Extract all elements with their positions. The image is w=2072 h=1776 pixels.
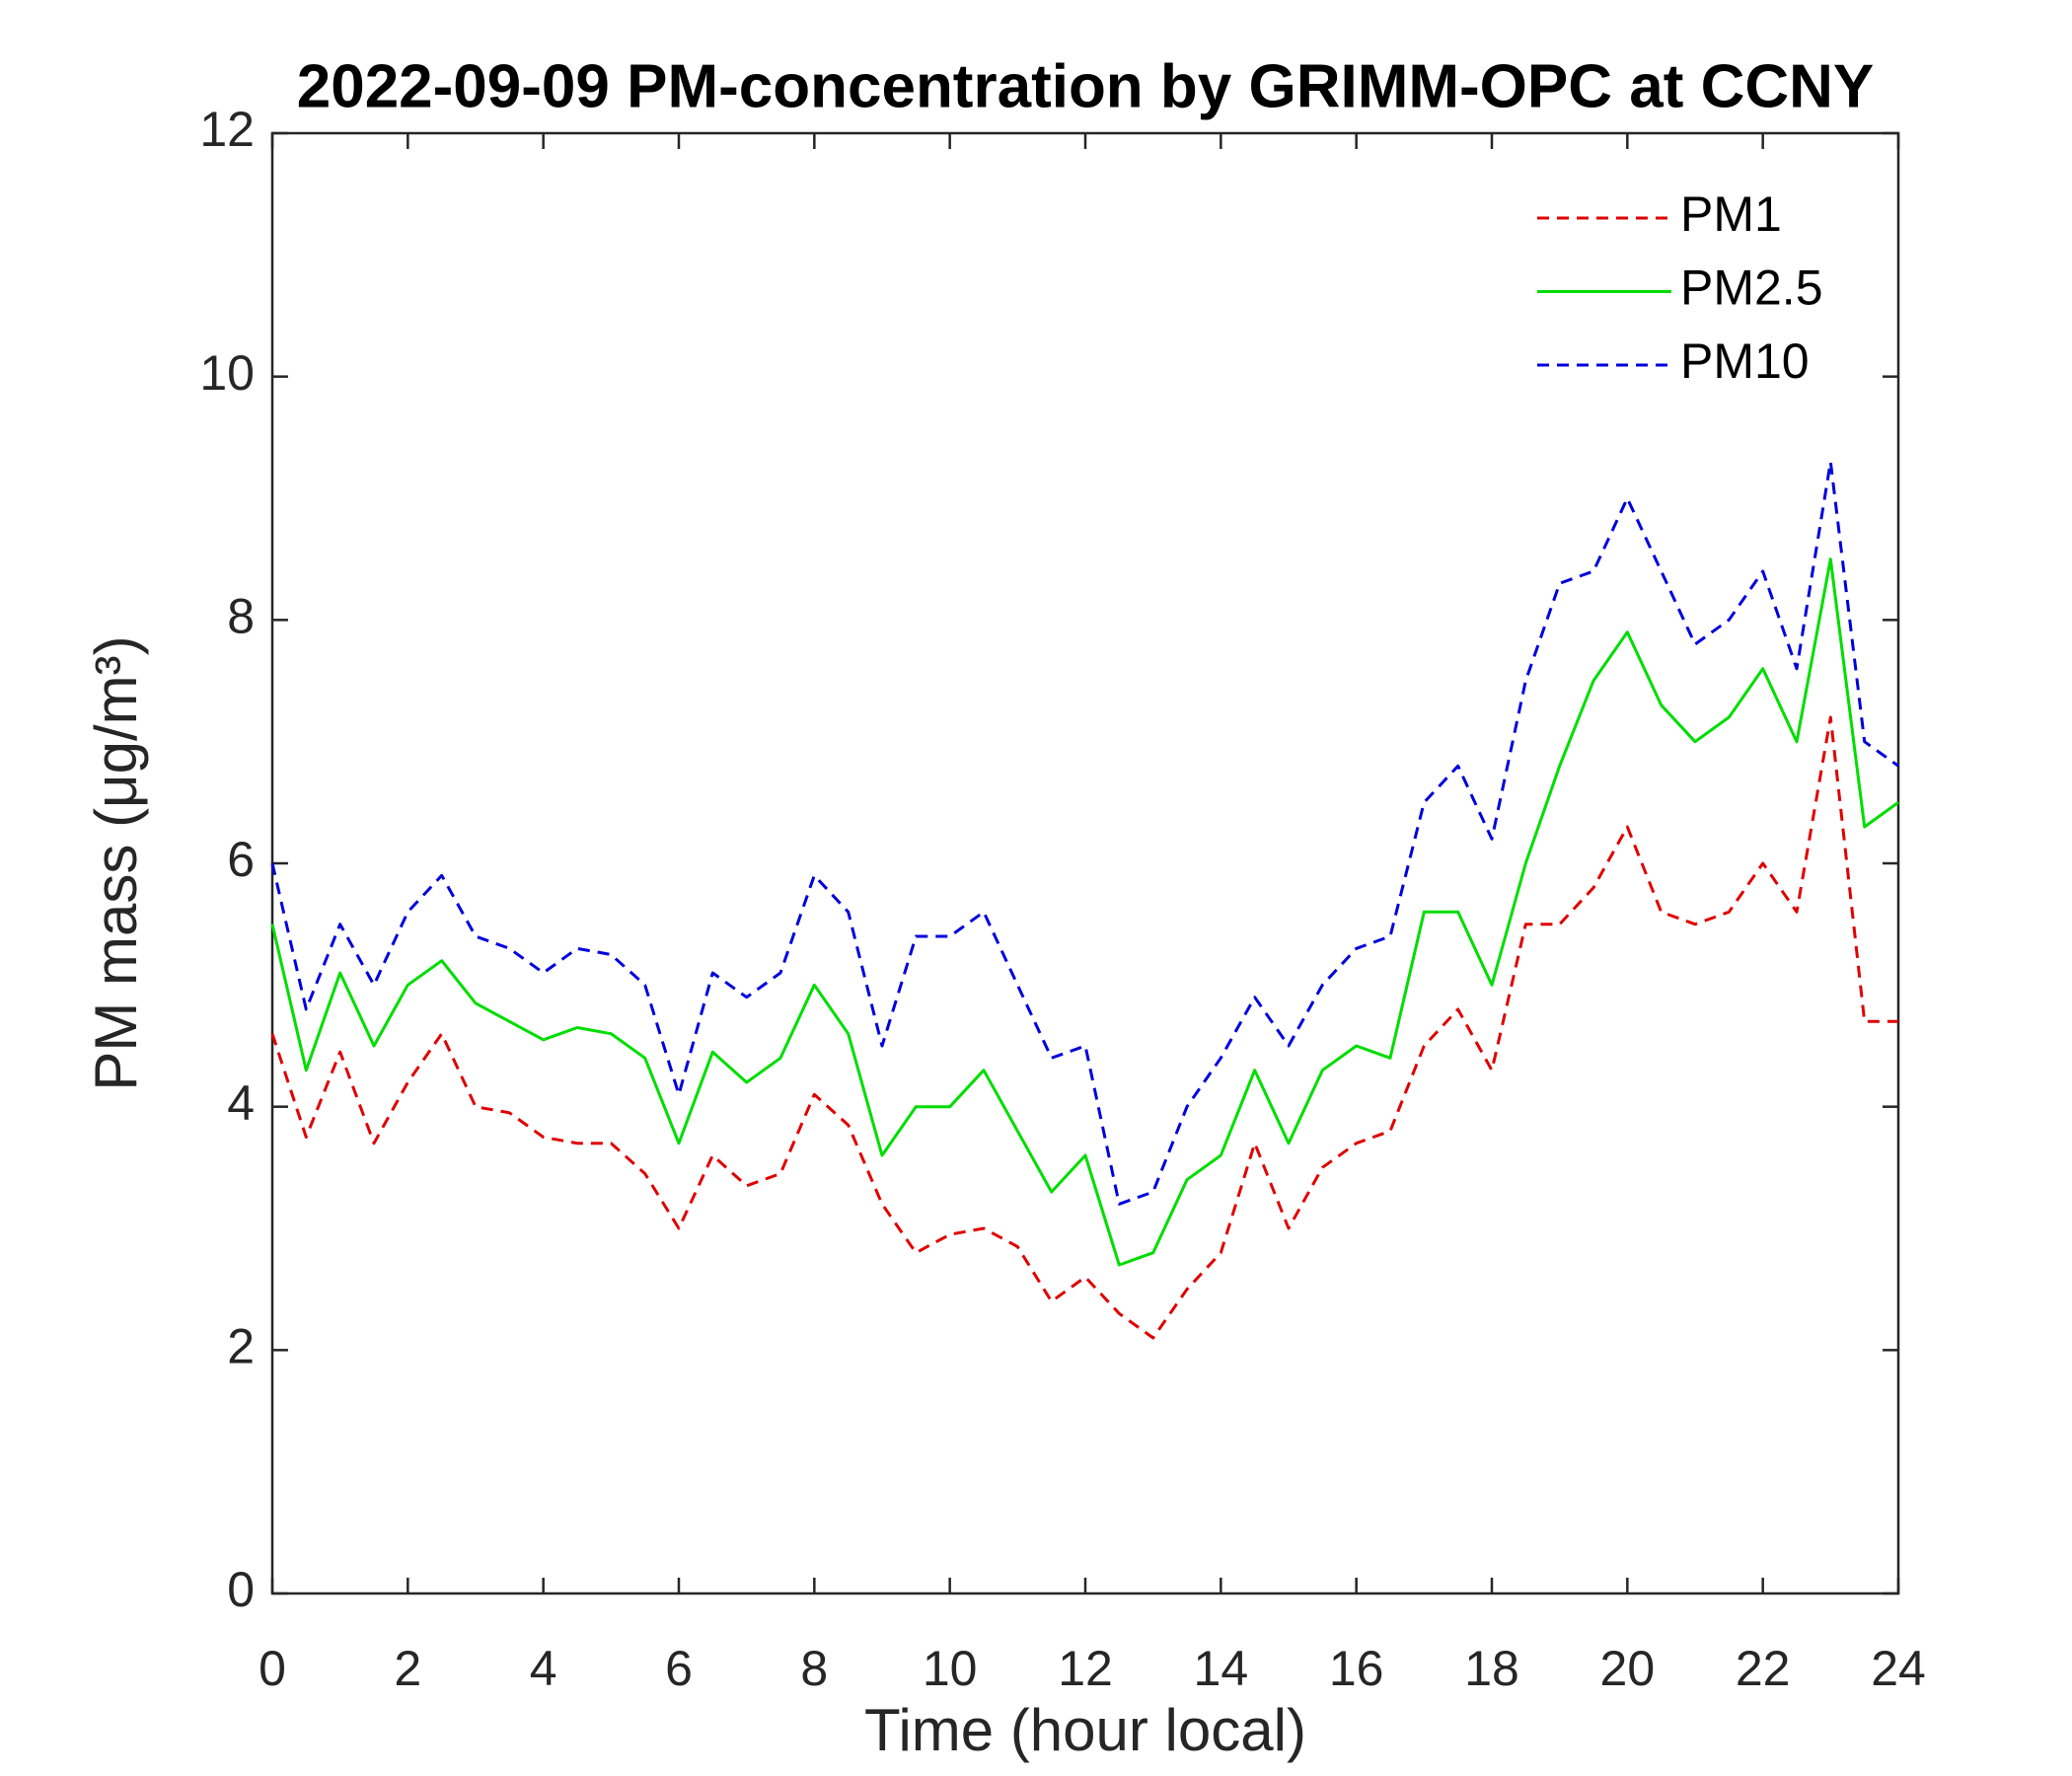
- x-tick-label: 20: [1600, 1641, 1656, 1696]
- series-line: [270, 557, 1899, 1267]
- y-tick-label: 6: [227, 832, 255, 887]
- x-tick-label: 6: [665, 1641, 693, 1696]
- x-tick-label: 22: [1736, 1641, 1791, 1696]
- y-tick-label: 10: [199, 345, 255, 401]
- y-tick-label: 4: [227, 1075, 255, 1131]
- legend-label: PM2.5: [1680, 260, 1823, 316]
- series-line: [270, 715, 1898, 1340]
- x-tick-label: 16: [1329, 1641, 1384, 1696]
- y-axis-label: PM mass (μg/m³): [83, 635, 149, 1090]
- x-tick-label: 12: [1058, 1641, 1113, 1696]
- x-tick-label: 14: [1194, 1641, 1249, 1696]
- x-tick-label: 18: [1464, 1641, 1519, 1696]
- chart-title: 2022-09-09 PM-concentration by GRIMM-OPC…: [297, 52, 1875, 120]
- legend-label: PM10: [1680, 333, 1810, 389]
- y-tick-label: 8: [227, 589, 255, 644]
- y-tick-label: 2: [227, 1319, 255, 1374]
- x-tick-label: 4: [530, 1641, 557, 1696]
- y-tick-label: 0: [227, 1562, 255, 1617]
- x-tick-label: 0: [259, 1641, 286, 1696]
- x-tick-label: 24: [1871, 1641, 1926, 1696]
- y-tick-label: 12: [199, 102, 255, 157]
- legend-label: PM1: [1680, 186, 1782, 242]
- x-axis-label: Time (hour local): [864, 1697, 1306, 1763]
- x-tick-label: 2: [394, 1641, 421, 1696]
- x-tick-label: 10: [923, 1641, 978, 1696]
- x-tick-label: 8: [800, 1641, 828, 1696]
